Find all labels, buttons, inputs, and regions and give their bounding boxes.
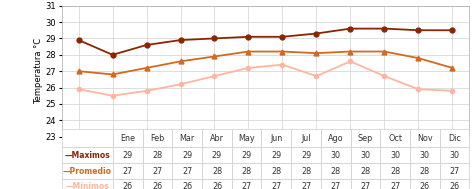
Maximos [313,32,319,35]
Mínimos [449,90,455,92]
Maximos [211,37,217,40]
Promedio [280,50,285,53]
Maximos [382,27,387,30]
Maximos [280,36,285,38]
Y-axis label: Temperatura °C: Temperatura °C [34,38,43,104]
Mínimos [178,83,183,85]
Mínimos [347,60,353,63]
Mínimos [313,75,319,77]
Maximos [76,39,82,41]
Maximos [415,29,421,31]
Promedio [246,50,251,53]
Line: Maximos: Maximos [76,26,455,57]
Mínimos [144,90,149,92]
Promedio [109,73,116,76]
Line: Promedio: Promedio [76,49,455,77]
Maximos [144,44,149,46]
Promedio [382,50,387,53]
Mínimos [382,75,387,77]
Maximos [109,54,116,56]
Maximos [449,29,455,31]
Promedio [415,57,421,59]
Promedio [76,70,82,72]
Mínimos [76,88,82,90]
Promedio [449,67,455,69]
Promedio [313,52,319,54]
Mínimos [280,64,285,66]
Line: Mínimos: Mínimos [76,59,455,98]
Mínimos [211,75,217,77]
Promedio [144,67,149,69]
Mínimos [246,67,251,69]
Promedio [178,60,183,63]
Maximos [246,36,251,38]
Maximos [347,27,353,30]
Maximos [178,39,183,41]
Promedio [347,50,353,53]
Mínimos [109,95,116,97]
Mínimos [415,88,421,90]
Promedio [211,55,217,58]
